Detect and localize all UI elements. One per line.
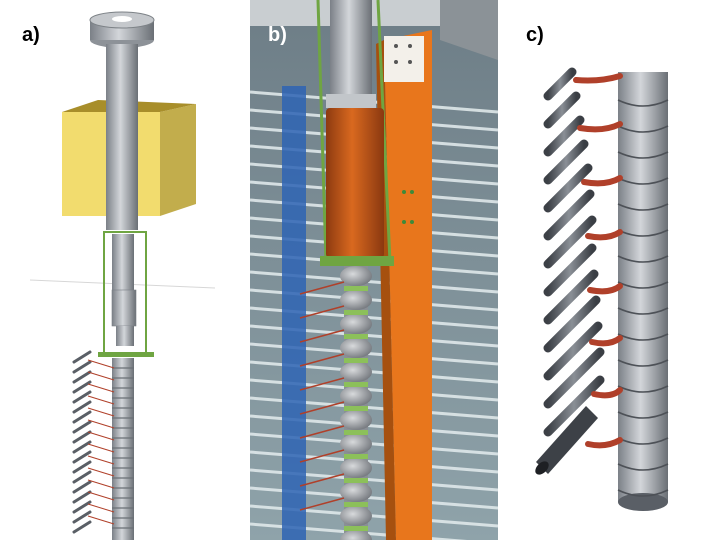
panel-label-c: c) [526, 24, 544, 46]
panel-a-illustration [29, 11, 216, 540]
panel-label-b: b) [268, 24, 287, 46]
panel-c-illustration [535, 67, 669, 511]
panel-b-illustration [250, 0, 498, 540]
panel-label-a: a) [22, 24, 40, 46]
